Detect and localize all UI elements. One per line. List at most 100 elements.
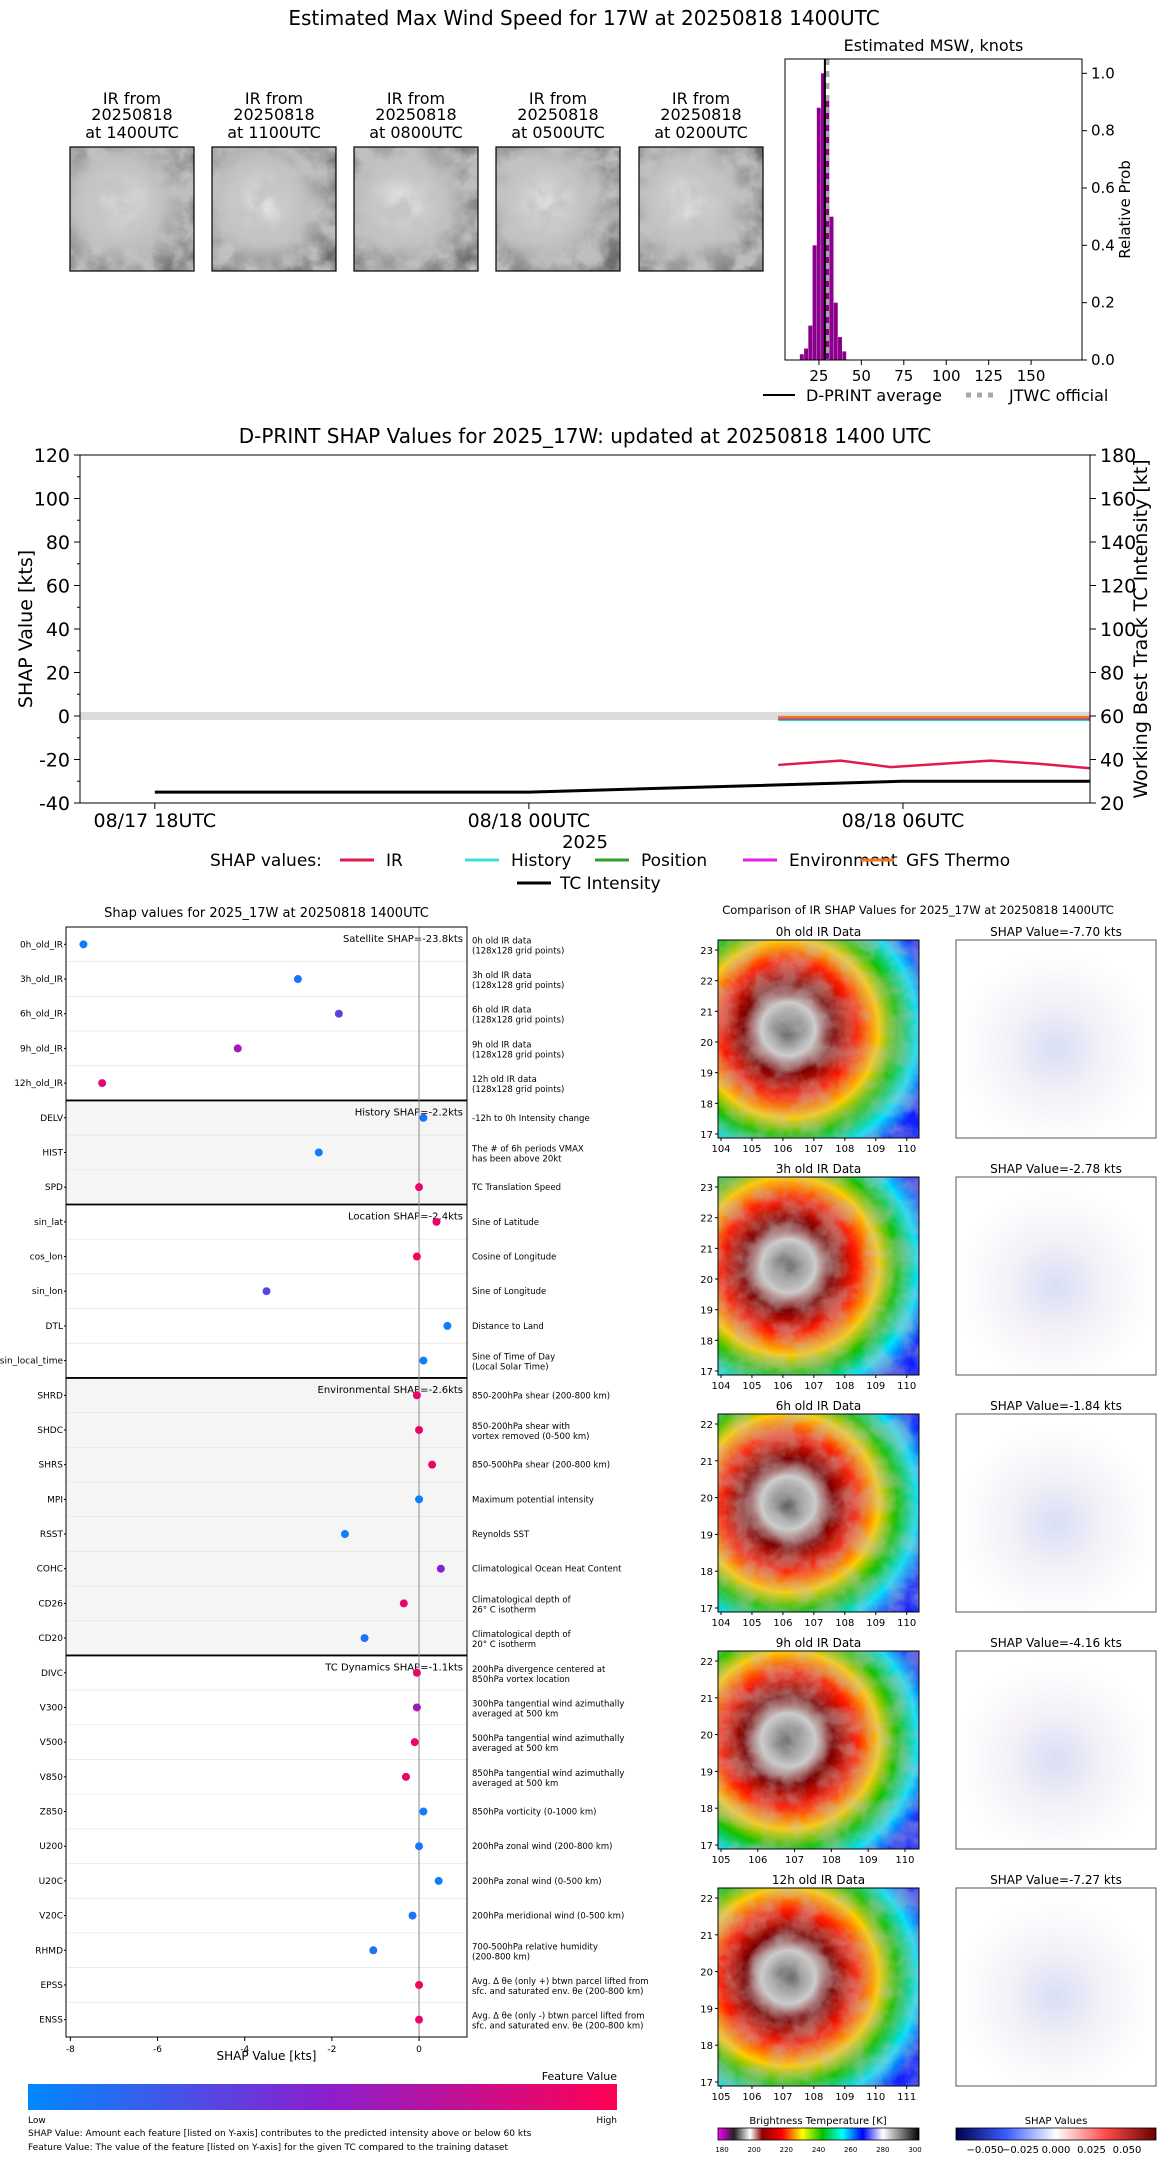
y-tick-label: 20 (700, 1731, 713, 1742)
x-tick-label: 106 (773, 1381, 792, 1392)
y-tick-label: 22 (700, 977, 713, 988)
feature-description: 200hPa meridional wind (0-500 km) (472, 1912, 624, 1922)
timeseries-x-label: 2025 (562, 832, 608, 853)
x-tick-label: 110 (897, 1144, 916, 1155)
feature-description: (128x128 grid points) (472, 981, 564, 991)
ir-thumbnail-frame (69, 146, 195, 272)
feature-description: 3h old IR data (472, 971, 531, 981)
feature-description: Cosine of Longitude (472, 1253, 556, 1263)
y2-tick-label: 160 (1100, 489, 1136, 511)
feature-description: (200-800 km) (472, 1952, 530, 1962)
x-tick-label: 0 (416, 2045, 422, 2055)
y-tick-label: 22 (700, 1420, 713, 1431)
ir-panel-title: 12h old IR Data (772, 1873, 865, 1887)
timeseries-y-label: SHAP Value [kts] (15, 550, 37, 708)
y-tick-label: 19 (700, 2004, 713, 2015)
shap-panel-title: SHAP Value=-4.16 kts (990, 1636, 1122, 1650)
feature-value-low: Low (28, 2116, 46, 2126)
x-tick-label: 111 (897, 2092, 916, 2103)
shap-point (428, 1460, 437, 1469)
shap-panel-title: SHAP Value=-1.84 kts (990, 1399, 1122, 1413)
y2-tick-label: 20 (1100, 793, 1124, 815)
shap-point (410, 1738, 419, 1747)
x-tick-label: 109 (835, 2092, 854, 2103)
legend-label: History (511, 851, 571, 871)
shap-point (415, 1425, 424, 1434)
shap-point (399, 1599, 408, 1608)
shap-colorbar-tick: 0.050 (1113, 2145, 1142, 2156)
x-tick-label: 109 (866, 1618, 885, 1629)
legend-title: SHAP values: (210, 851, 322, 871)
feature-value-high: High (596, 2116, 617, 2126)
feature-description: -12h to 0h Intensity change (472, 1114, 590, 1124)
ir-panel-texture (718, 1177, 919, 1375)
feature-description: vortex removed (0-500 km) (472, 1432, 589, 1442)
y-tick-label: 20 (46, 663, 70, 685)
series-line-tc-intensity (154, 779, 1090, 794)
group-band (66, 1100, 467, 1205)
x-tick-label: -2 (327, 2045, 336, 2055)
y-tick-label: 18 (700, 2041, 713, 2052)
y-tick-label: 19 (700, 1530, 713, 1541)
feature-description: Avg. Δ θe (only +) btwn parcel lifted fr… (472, 1977, 649, 1987)
x-tick-label: 106 (773, 1618, 792, 1629)
x-tick-label: 105 (742, 1618, 761, 1629)
feature-description: 850hPa vortex location (472, 1675, 570, 1685)
shap-point (412, 1703, 421, 1712)
y-tick-label: 22 (700, 1657, 713, 1668)
y-tick-label: 17 (700, 1367, 713, 1378)
y-tick-label: -40 (39, 793, 70, 815)
x-tick-label: 104 (711, 1618, 730, 1629)
feature-label: SHDC (37, 1426, 63, 1436)
shap-point (412, 1391, 421, 1400)
shap-colorbar-tick: 0.000 (1042, 2145, 1071, 2156)
x-tick-label: 106 (742, 2092, 761, 2103)
y-tick-label: 80 (46, 532, 70, 554)
shap-colorbar-tick: 0.025 (1077, 2145, 1106, 2156)
thumbnail-title-line1: IR from (103, 89, 161, 108)
shap-time-series-chart: D-PRINT SHAP Values for 2025_17W: update… (15, 424, 1152, 894)
y-tick-label: 0 (58, 706, 70, 728)
y2-tick-label: 180 (1100, 445, 1136, 467)
thumbnail-title-line2: 20250818 (233, 105, 314, 124)
feature-description: TC Translation Speed (471, 1183, 561, 1193)
histogram-frame (784, 58, 1083, 361)
shap-point (340, 1530, 349, 1539)
feature-description: Maximum potential intensity (472, 1495, 594, 1505)
x-tick-label: 107 (804, 1618, 823, 1629)
y-tick-label: 0.6 (1091, 179, 1115, 197)
x-tick-label: 75 (894, 367, 913, 385)
feature-label: MPI (47, 1495, 63, 1505)
x-tick-label: 105 (711, 2092, 730, 2103)
x-tick-label: 109 (866, 1381, 885, 1392)
feature-description: (128x128 grid points) (472, 1050, 564, 1060)
x-tick-label: 50 (852, 367, 871, 385)
shap-panel-image (956, 1888, 1156, 2086)
y-tick-label: 21 (700, 1244, 713, 1255)
feature-description: Climatological depth of (472, 1595, 572, 1605)
shap-feature-chart: Shap values for 2025_17W at 20250818 140… (0, 906, 649, 2153)
thumbnail-title-line2: 20250818 (375, 105, 456, 124)
shap-point (314, 1148, 323, 1157)
ir-thumbnail-texture (354, 147, 478, 271)
ir-panel-texture (718, 1888, 919, 2086)
histogram-bar (816, 107, 821, 360)
feature-description: averaged at 500 km (472, 1709, 558, 1719)
y-tick-label: 23 (700, 1183, 713, 1194)
bt-colorbar-tick: 200 (747, 2146, 760, 2154)
ir-panel-title: 6h old IR Data (776, 1399, 862, 1413)
shap-panel-frame (955, 1887, 1157, 2087)
ir-panel-texture (718, 940, 919, 1138)
y-tick-label: 0.8 (1091, 122, 1115, 140)
y-tick-label: 20 (700, 1494, 713, 1505)
shap-panel-frame (955, 1413, 1157, 1613)
y-tick-label: 21 (700, 1007, 713, 1018)
bt-colorbar-tick: 220 (780, 2146, 793, 2154)
zero-band (80, 712, 1090, 720)
x-tick-label: 107 (804, 1381, 823, 1392)
histogram-bar (799, 354, 804, 360)
x-tick-label: 150 (1017, 367, 1046, 385)
shap-point (436, 1564, 445, 1573)
thumbnail-title-line3: at 0200UTC (654, 123, 748, 142)
feature-description: Distance to Land (472, 1322, 544, 1332)
